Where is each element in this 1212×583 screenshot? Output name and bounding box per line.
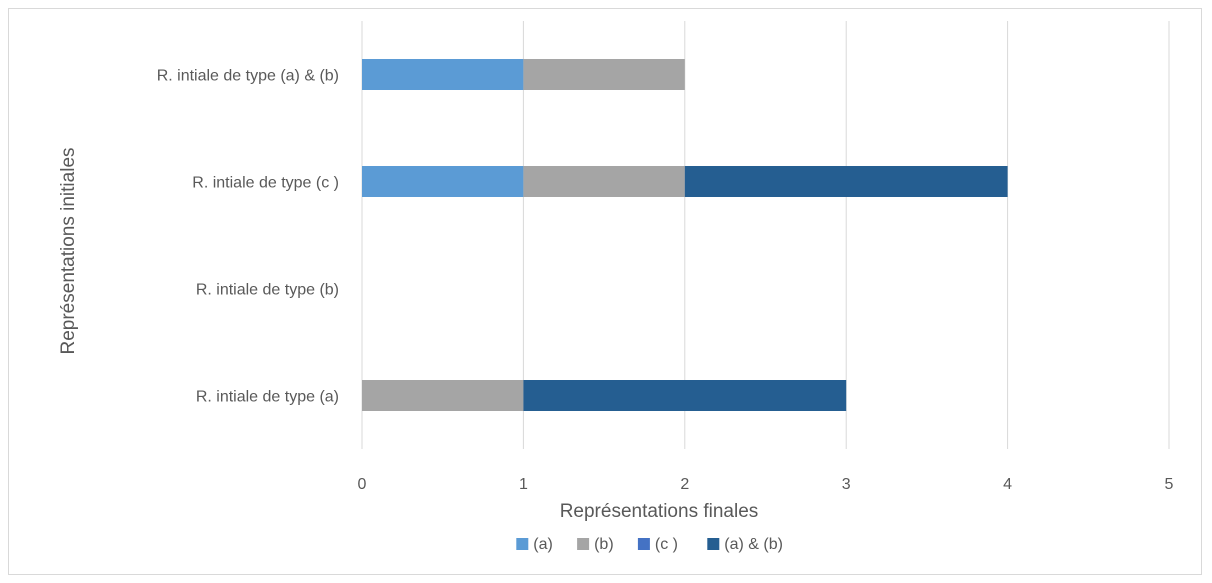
x-tick-label: 1: [519, 476, 528, 493]
bar-segment: [362, 166, 524, 197]
bars: [362, 59, 1008, 411]
category-label: R. intiale de type (a) & (b): [157, 68, 339, 85]
bar-segment: [362, 59, 524, 90]
legend-item: (a) & (b): [707, 536, 783, 553]
legend-swatch: [516, 538, 529, 550]
category-label: R. intiale de type (b): [196, 282, 339, 299]
legend-swatch: [707, 538, 720, 550]
legend: (a) (b) (c ) (a) & (b): [516, 536, 783, 553]
x-tick-label: 4: [1003, 476, 1012, 493]
bar-segment: [684, 166, 1008, 197]
x-tick-label: 2: [680, 476, 689, 493]
legend-swatch: [637, 538, 650, 550]
x-tick-labels: 0 1 2 3 4 5: [358, 476, 1174, 493]
bar-segment: [523, 166, 685, 197]
legend-swatch: [577, 538, 590, 550]
legend-item: (b): [577, 536, 614, 553]
gridlines: [361, 21, 1170, 449]
legend-item: (c ): [637, 536, 678, 553]
legend-item: (a): [516, 536, 553, 553]
bar-segment: [523, 380, 847, 411]
bar-segment: [362, 380, 524, 411]
legend-label: (c ): [655, 536, 678, 553]
y-axis-title: Représentations initiales: [58, 147, 79, 354]
x-tick-label: 5: [1165, 476, 1174, 493]
category-label: R. intiale de type (a): [196, 389, 339, 406]
category-label: R. intiale de type (c ): [192, 175, 339, 192]
bar-segment: [523, 59, 685, 90]
legend-label: (a) & (b): [724, 536, 783, 553]
x-axis-title: Représentations finales: [560, 501, 759, 522]
legend-label: (a): [533, 536, 553, 553]
x-tick-label: 0: [358, 476, 367, 493]
x-tick-label: 3: [842, 476, 851, 493]
legend-label: (b): [594, 536, 614, 553]
category-labels: R. intiale de type (a) R. intiale de type…: [157, 68, 339, 406]
